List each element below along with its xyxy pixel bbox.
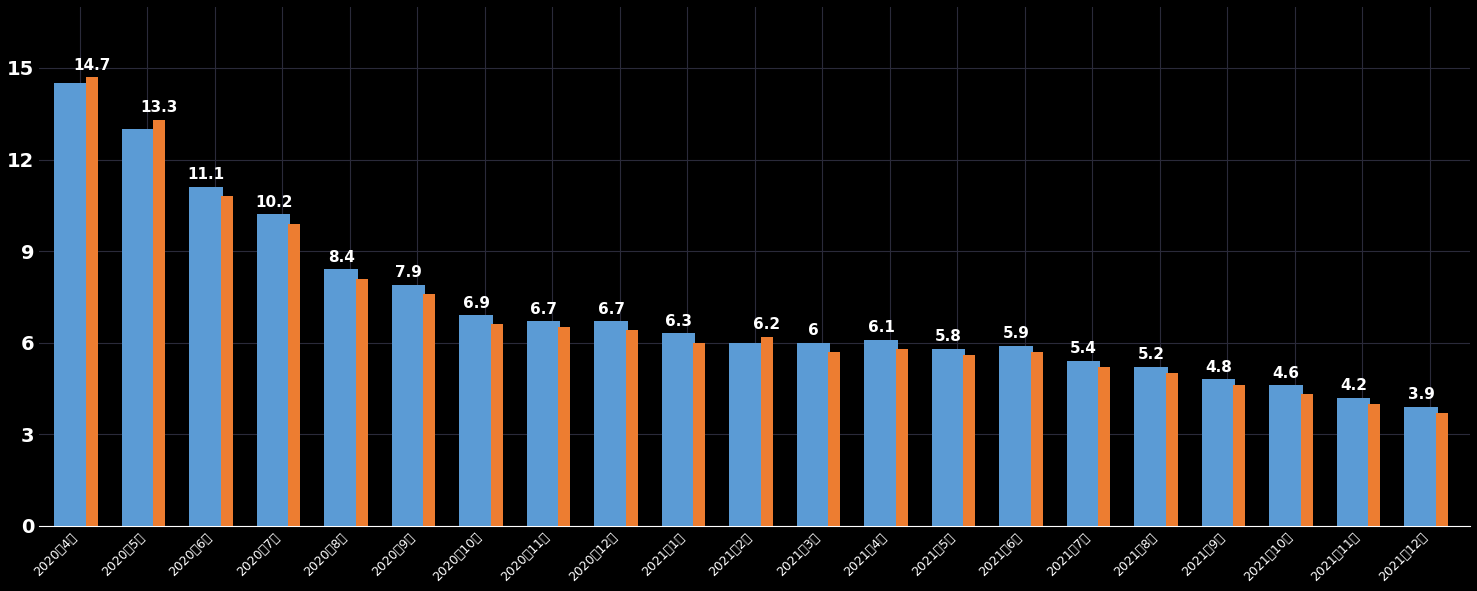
Bar [422,294,436,526]
Text: 4.8: 4.8 [1205,360,1232,375]
Text: 6.2: 6.2 [753,317,780,332]
Bar [963,355,975,526]
Bar [730,343,764,526]
Bar [1436,413,1447,526]
Text: 6.9: 6.9 [462,296,489,311]
Bar [1368,404,1381,526]
Text: 5.9: 5.9 [1003,326,1029,341]
Bar [864,340,898,526]
Bar [459,315,493,526]
Bar [1202,379,1235,526]
Text: 5.4: 5.4 [1071,342,1097,356]
Bar [257,215,291,526]
Bar [626,330,638,526]
Bar [1337,398,1371,526]
Bar [154,120,165,526]
Bar [1405,407,1439,526]
Text: 5.2: 5.2 [1137,348,1165,362]
Bar [1097,367,1111,526]
Text: 8.4: 8.4 [328,250,354,265]
Bar [391,285,425,526]
Bar [1301,395,1313,526]
Text: 11.1: 11.1 [188,167,225,183]
Text: 14.7: 14.7 [72,57,111,73]
Bar [220,196,233,526]
Bar [1233,385,1245,526]
Bar [1031,352,1043,526]
Bar [1165,373,1177,526]
Bar [594,322,628,526]
Bar [288,223,300,526]
Bar [895,349,908,526]
Bar [325,269,357,526]
Bar [121,129,155,526]
Bar [1066,361,1100,526]
Bar [356,278,368,526]
Text: 5.8: 5.8 [935,329,962,344]
Text: 7.9: 7.9 [396,265,422,280]
Bar [558,327,570,526]
Bar [932,349,966,526]
Text: 4.2: 4.2 [1340,378,1368,393]
Bar [693,343,706,526]
Bar [1000,346,1032,526]
Bar [55,83,89,526]
Text: 6: 6 [808,323,818,338]
Text: 6.7: 6.7 [598,301,625,317]
Text: 10.2: 10.2 [256,195,292,210]
Text: 6.3: 6.3 [665,314,693,329]
Text: 6.7: 6.7 [530,301,557,317]
Text: 3.9: 3.9 [1408,387,1434,402]
Bar [796,343,830,526]
Bar [1134,367,1168,526]
Bar [490,324,502,526]
Text: 13.3: 13.3 [140,100,177,115]
Text: 4.6: 4.6 [1273,366,1300,381]
Bar [662,333,696,526]
Bar [829,352,840,526]
Bar [761,336,772,526]
Bar [189,187,223,526]
Bar [527,322,560,526]
Bar [86,77,97,526]
Text: 6.1: 6.1 [867,320,895,335]
Bar [1269,385,1303,526]
